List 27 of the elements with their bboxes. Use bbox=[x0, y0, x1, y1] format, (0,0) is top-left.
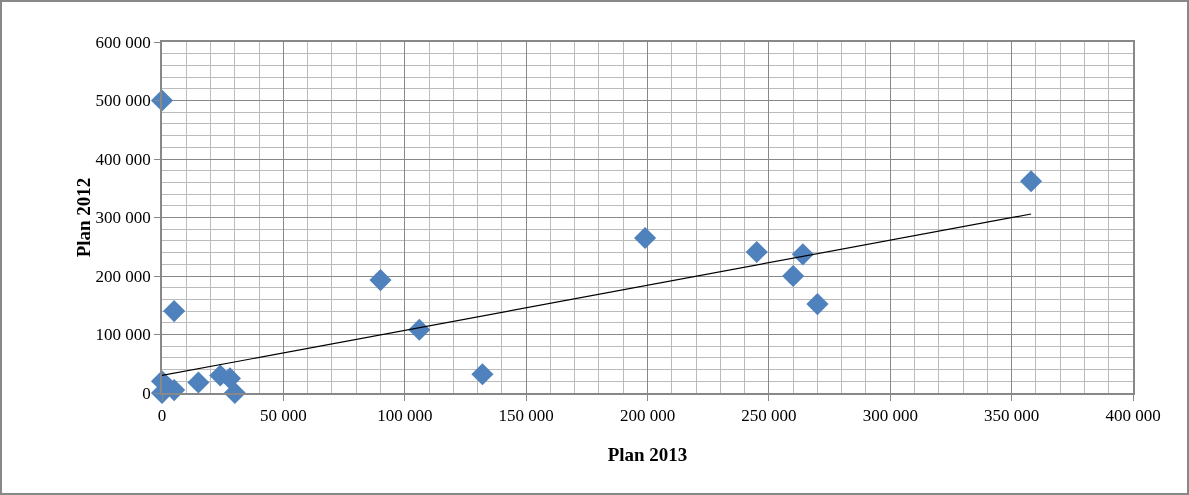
point bbox=[634, 226, 657, 250]
x-axis-title: Plan 2013 bbox=[607, 443, 688, 465]
y-axis-title: Plan 2012 bbox=[72, 177, 94, 258]
x-tick-label: 400 000 bbox=[1105, 406, 1161, 426]
x-tick-label: 0 bbox=[157, 406, 167, 426]
point bbox=[187, 371, 210, 394]
y-tick-label: 600 000 bbox=[95, 32, 151, 52]
point bbox=[163, 300, 186, 323]
x-tick-label: 350 000 bbox=[984, 406, 1040, 426]
y-tick-label: 200 000 bbox=[95, 266, 151, 286]
point bbox=[745, 240, 768, 264]
x-tick-label: 150 000 bbox=[498, 406, 554, 426]
point bbox=[471, 363, 494, 386]
point bbox=[369, 269, 392, 292]
x-tick-label: 50 000 bbox=[260, 406, 307, 426]
y-tick-label: 500 000 bbox=[95, 91, 151, 111]
point bbox=[1020, 170, 1043, 193]
x-tick-label: 200 000 bbox=[619, 406, 676, 426]
y-tick-label: 100 000 bbox=[95, 325, 151, 345]
y-tick-label: 400 000 bbox=[95, 149, 151, 169]
x-tick-label: 300 000 bbox=[862, 406, 918, 426]
y-tick-label: 300 000 bbox=[95, 208, 151, 228]
point bbox=[806, 293, 829, 316]
x-tick-label: 250 000 bbox=[741, 406, 797, 426]
x-tick-label: 100 000 bbox=[377, 406, 433, 426]
point bbox=[782, 264, 805, 288]
y-tick-label: 0 bbox=[142, 383, 151, 403]
